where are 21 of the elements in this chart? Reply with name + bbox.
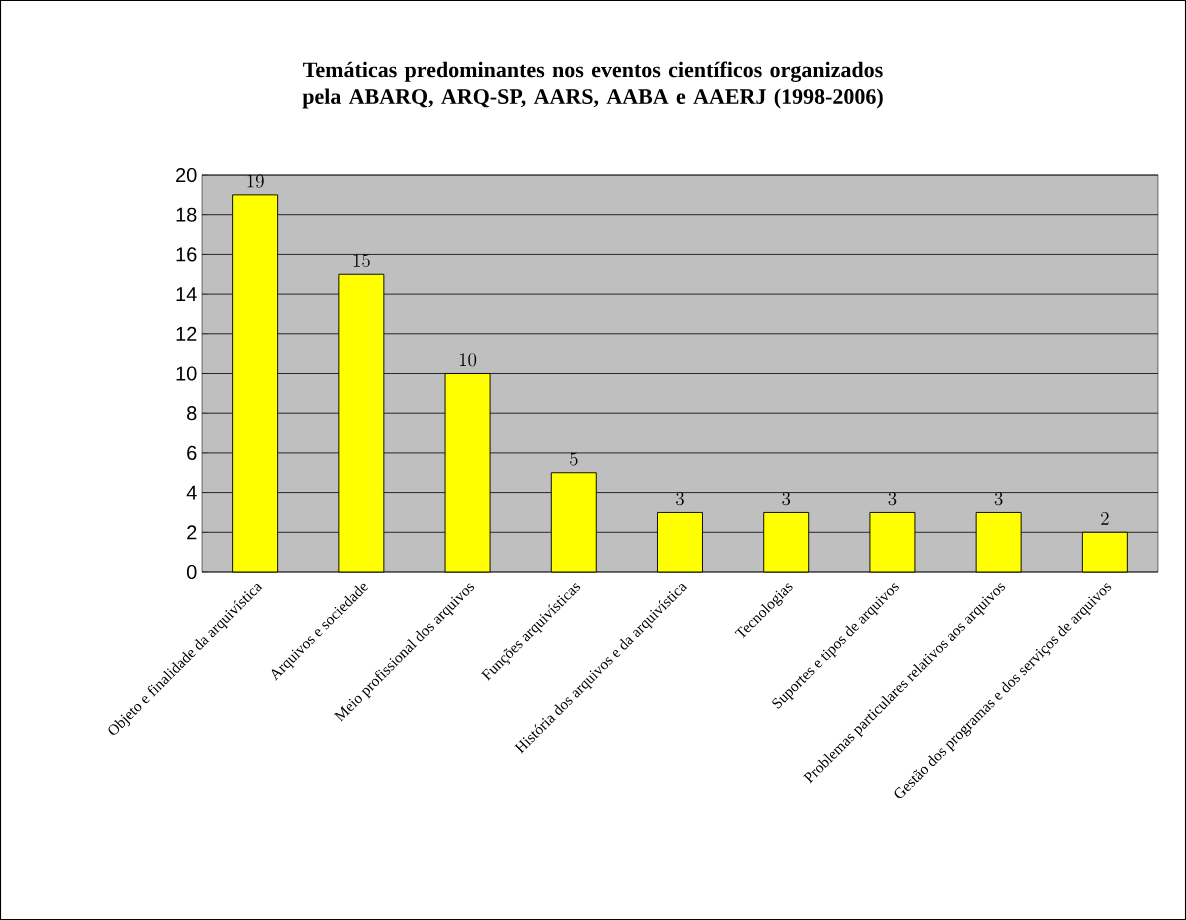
y-tick-label: 8 <box>187 406 197 421</box>
data-label: 15 <box>353 253 370 268</box>
chart-title: Temáticas predominantes nos eventos científicos organizados pela ABARQ, ARQ-SP, AARS, AABA e AAERJ (1998-2006) <box>302 61 883 109</box>
y-tick-label: 12 <box>176 326 197 341</box>
y-tick-label: 2 <box>187 525 197 540</box>
y-tick-label: 6 <box>187 445 197 460</box>
y-tick-label: 14 <box>176 287 197 301</box>
data-label: 3 <box>994 492 1003 506</box>
data-label: 2 <box>1101 511 1109 525</box>
y-tick-label: 4 <box>186 485 197 500</box>
y-tick-label: 10 <box>176 366 197 381</box>
data-label: 10 <box>459 353 477 367</box>
y-tick-label: 16 <box>176 247 197 262</box>
y-tick-label: 18 <box>176 207 197 222</box>
data-label: 5 <box>570 452 578 466</box>
y-tick-label: 0 <box>186 564 197 580</box>
data-label: 3 <box>676 492 684 506</box>
data-label: 3 <box>888 492 897 506</box>
data-label: 19 <box>247 174 264 188</box>
y-tick-label: 20 <box>176 167 197 183</box>
data-label: 3 <box>782 492 791 506</box>
